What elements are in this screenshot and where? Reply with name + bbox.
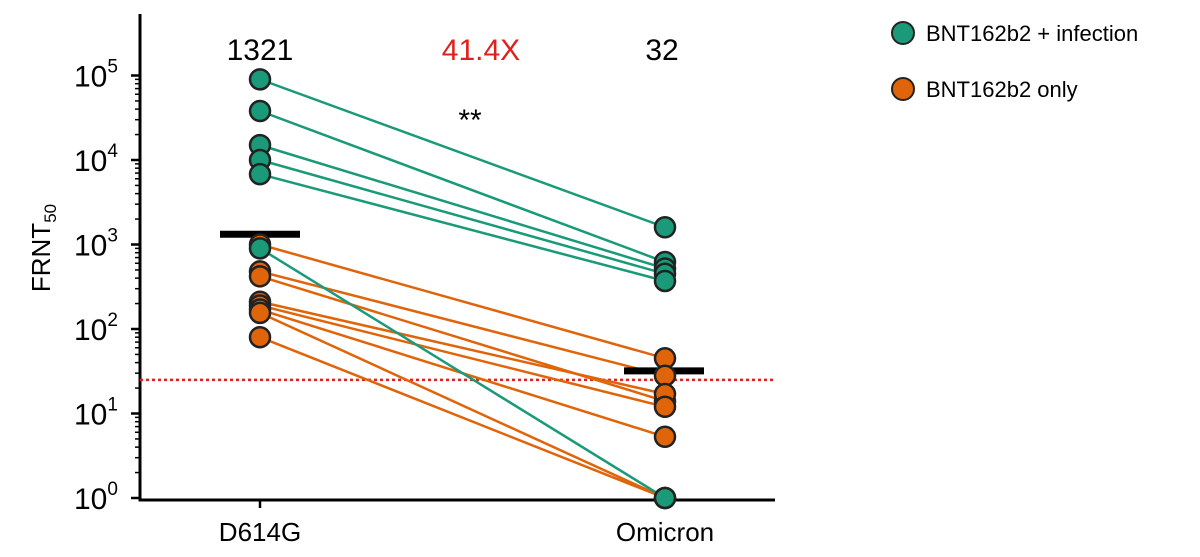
data-point [653, 425, 677, 449]
annotation-left-value: 1321 [227, 34, 294, 67]
data-point [248, 325, 272, 349]
annotation-significance: ** [458, 104, 482, 137]
y-tick-base: 10 [74, 399, 107, 432]
pair-lines [259, 78, 666, 500]
data-point [248, 68, 272, 91]
data-point [248, 237, 272, 260]
data-point [248, 301, 272, 325]
data-point [653, 216, 677, 239]
pair-line [259, 247, 666, 500]
y-tick-base: 10 [74, 314, 107, 347]
x-tick-label: D614G [219, 517, 301, 547]
legend-marker-only [891, 77, 915, 101]
y-axis-label-main: FRNT [26, 223, 56, 292]
legend: BNT162b2 + infection BNT162b2 only [891, 21, 1138, 102]
annotation-fold-change: 41.4X [442, 34, 520, 67]
y-tick-exponent: 3 [107, 226, 118, 247]
data-point [248, 265, 272, 288]
y-tick-label: 105 [74, 57, 118, 94]
data-points [248, 68, 677, 510]
y-tick-exponent: 1 [107, 395, 118, 416]
pair-line [259, 172, 666, 283]
pair-line [259, 300, 666, 396]
data-point [248, 162, 272, 186]
y-tick-base: 10 [74, 145, 107, 178]
data-point [653, 486, 677, 510]
pair-line [259, 311, 666, 500]
y-axis-label: FRNT50 [26, 204, 60, 292]
x-axis-labels: D614G Omicron [219, 500, 714, 547]
y-tick-label: 102 [74, 310, 118, 347]
axes [138, 14, 775, 502]
y-tick-base: 10 [74, 61, 107, 94]
pair-line [259, 78, 666, 229]
data-point [248, 99, 272, 123]
pair-line [259, 336, 666, 500]
y-tick-base: 10 [74, 483, 107, 516]
legend-label-only: BNT162b2 only [926, 77, 1078, 102]
y-tick-label: 103 [74, 226, 118, 263]
annotation-right-value: 32 [645, 34, 678, 67]
pair-line [259, 304, 666, 409]
y-tick-exponent: 0 [107, 479, 118, 500]
y-tick-exponent: 4 [107, 141, 118, 162]
y-tick-label: 104 [74, 141, 118, 178]
legend-marker-infection [891, 21, 915, 45]
data-point [653, 364, 677, 387]
y-axis-label-subscript: 50 [41, 204, 60, 223]
x-tick-label: Omicron [616, 517, 714, 547]
pair-line [259, 143, 666, 270]
pair-line [259, 275, 666, 403]
data-point [653, 395, 677, 419]
y-tick-exponent: 2 [107, 310, 118, 331]
y-tick-label: 101 [74, 395, 118, 432]
pair-line [259, 158, 666, 276]
y-tick-label: 100 [74, 479, 118, 516]
legend-label-infection: BNT162b2 + infection [926, 21, 1138, 46]
pair-line [259, 109, 666, 264]
data-point [653, 269, 677, 293]
pair-line [259, 243, 666, 360]
y-tick-base: 10 [74, 230, 107, 263]
y-tick-exponent: 5 [107, 57, 118, 78]
